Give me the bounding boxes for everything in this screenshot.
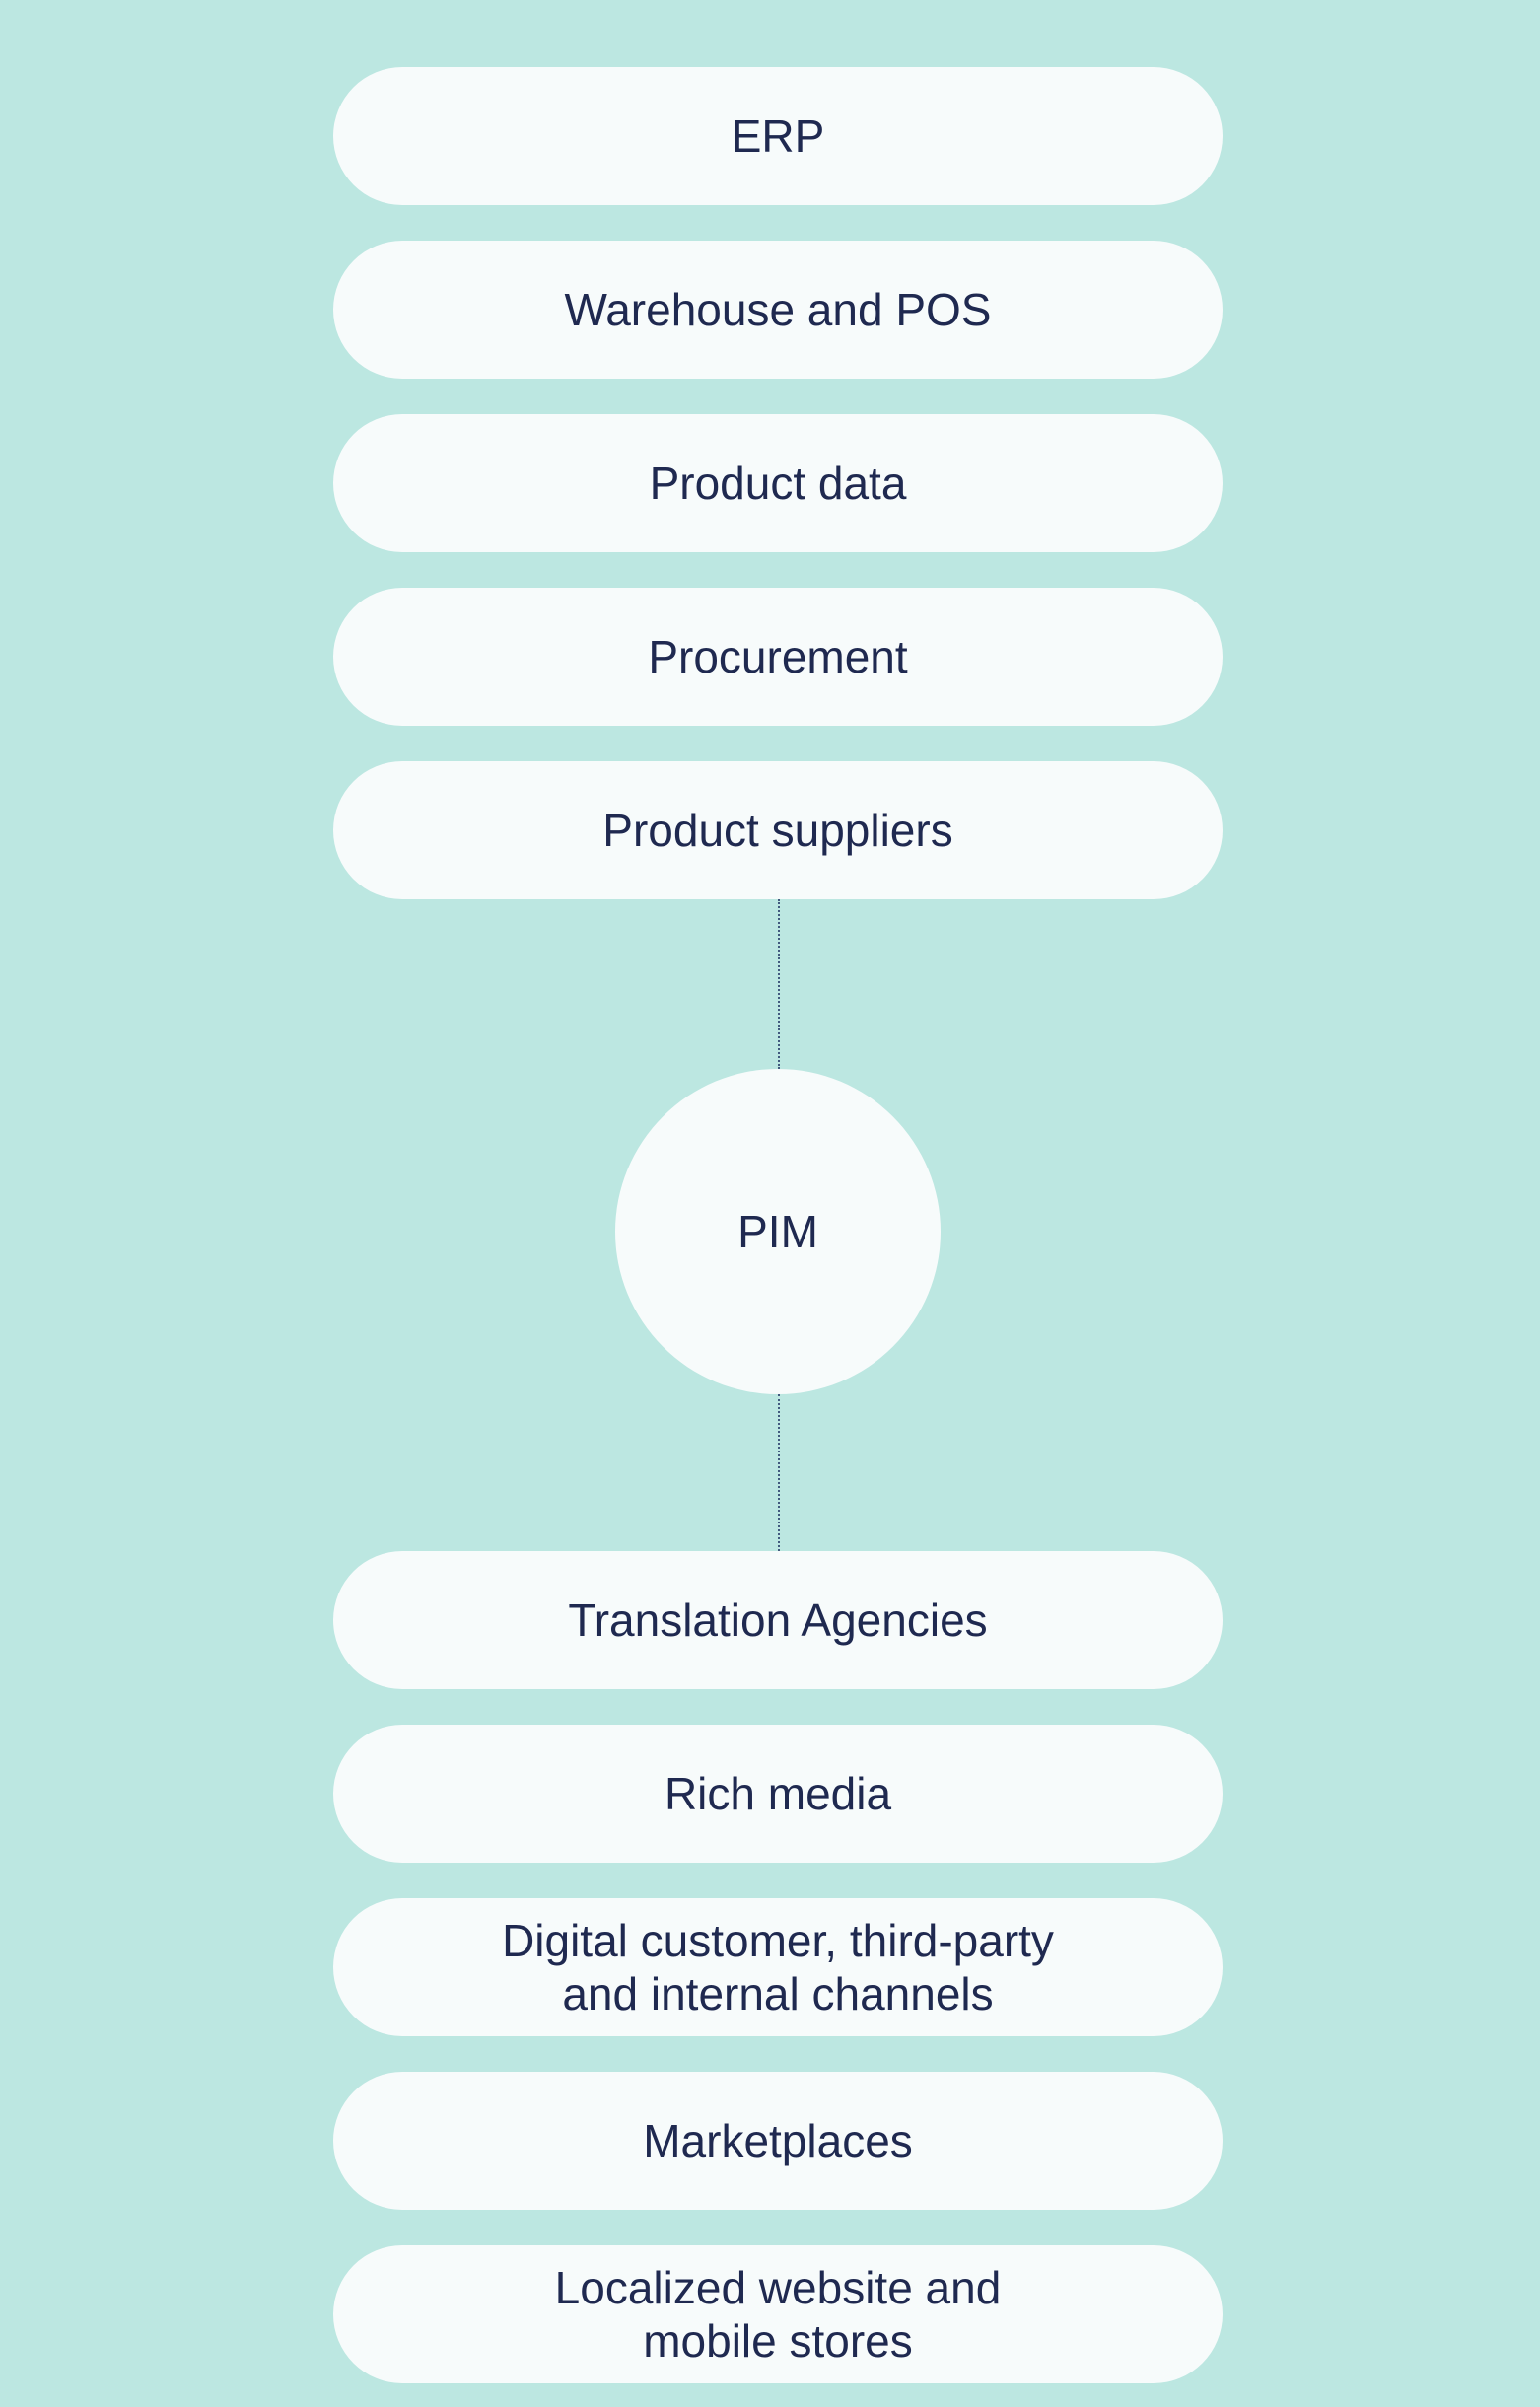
node-marketplaces: Marketplaces: [333, 2072, 1223, 2210]
node-label: Digital customer, third-party and intern…: [502, 1914, 1054, 2021]
node-procurement: Procurement: [333, 588, 1223, 726]
node-product-data: Product data: [333, 414, 1223, 552]
node-label: ERP: [732, 109, 825, 163]
node-label: Rich media: [665, 1767, 891, 1820]
node-product-suppliers: Product suppliers: [333, 761, 1223, 899]
node-label: Marketplaces: [643, 2114, 913, 2167]
node-label: Procurement: [648, 630, 907, 683]
node-localized-stores: Localized website and mobile stores: [333, 2245, 1223, 2383]
node-label: PIM: [737, 1205, 818, 1258]
node-label: Localized website and mobile stores: [555, 2261, 1002, 2369]
node-label: Product suppliers: [602, 804, 952, 857]
node-digital-channels: Digital customer, third-party and intern…: [333, 1898, 1223, 2036]
node-warehouse-pos: Warehouse and POS: [333, 241, 1223, 379]
connector-pim-translation-agencies: [778, 1394, 780, 1551]
node-label: Product data: [650, 457, 907, 510]
node-translation-agencies: Translation Agencies: [333, 1551, 1223, 1689]
node-erp: ERP: [333, 67, 1223, 205]
node-label: Warehouse and POS: [565, 283, 992, 336]
node-rich-media: Rich media: [333, 1725, 1223, 1863]
node-pim: PIM: [615, 1069, 941, 1394]
connector-product-suppliers-pim: [778, 899, 780, 1069]
node-label: Translation Agencies: [568, 1593, 987, 1647]
diagram-canvas: ERP Warehouse and POS Product data Procurem…: [0, 0, 1540, 2407]
